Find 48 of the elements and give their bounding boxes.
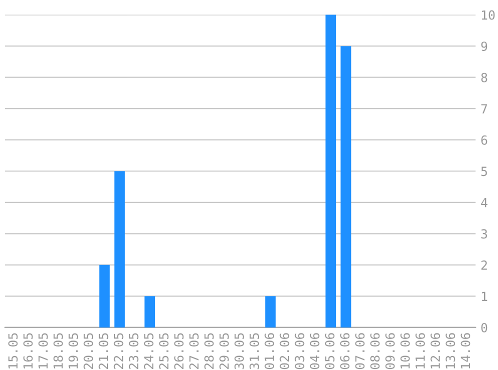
x-tick-label: 12.06 <box>430 333 440 368</box>
x-tick-label: 10.06 <box>400 333 410 368</box>
y-tick-label: 2 <box>481 260 487 270</box>
x-tick-label: 03.06 <box>294 333 304 370</box>
x-tick-label: 18.05 <box>53 333 63 368</box>
x-tick-label: 09.06 <box>385 333 395 370</box>
x-tick-label: 01.06 <box>264 333 274 370</box>
x-tick-label: 15.05 <box>8 333 18 368</box>
x-tick-label: 24.05 <box>144 333 154 370</box>
y-tick-label: 1 <box>482 292 488 301</box>
y-tick-label: 0 <box>481 322 488 332</box>
x-tick-label: 29.05 <box>219 333 229 370</box>
x-tick-label: 02.06 <box>280 333 290 370</box>
bar <box>265 296 276 328</box>
x-tick-label: 08.06 <box>370 333 380 370</box>
x-tick-label: 20.05 <box>84 333 94 370</box>
x-tick-label: 21.05 <box>98 333 108 370</box>
bar <box>99 264 110 328</box>
x-tick-label: 22.05 <box>114 333 124 370</box>
x-tick-label: 23.05 <box>128 333 138 370</box>
y-tick-label: 3 <box>481 229 488 239</box>
bar <box>114 171 125 328</box>
y-tick-label: 6 <box>481 135 488 145</box>
x-tick-label: 28.05 <box>204 333 214 370</box>
bar <box>144 296 156 328</box>
x-tick-label: 31.05 <box>250 333 260 370</box>
y-tick-label: 9 <box>481 42 488 52</box>
x-tick-label: 11.06 <box>415 333 425 368</box>
x-tick-label: 05.06 <box>324 333 334 370</box>
x-tick-label: 14.06 <box>460 333 470 368</box>
x-tick-label: 13.06 <box>446 333 456 368</box>
x-tick-label: 16.05 <box>23 333 33 368</box>
x-tick-label: 26.05 <box>174 333 184 370</box>
y-tick-label: 8 <box>481 72 488 82</box>
x-tick-label: 06.06 <box>340 333 350 370</box>
x-tick-label: 19.05 <box>68 333 78 368</box>
x-tick-label: 27.05 <box>189 333 199 370</box>
x-tick-label: 17.05 <box>38 333 48 368</box>
y-tick-label: 5 <box>481 166 487 176</box>
x-tick-label: 30.05 <box>234 333 244 370</box>
x-tick-label: 07.06 <box>355 333 365 370</box>
y-tick-label: 4 <box>481 198 488 208</box>
x-tick-label: 25.05 <box>159 333 169 370</box>
bar <box>326 14 336 328</box>
bar <box>340 46 352 328</box>
y-tick-label: 10 <box>482 10 495 20</box>
x-tick-label: 04.06 <box>310 333 320 370</box>
y-tick-label: 7 <box>481 104 488 114</box>
